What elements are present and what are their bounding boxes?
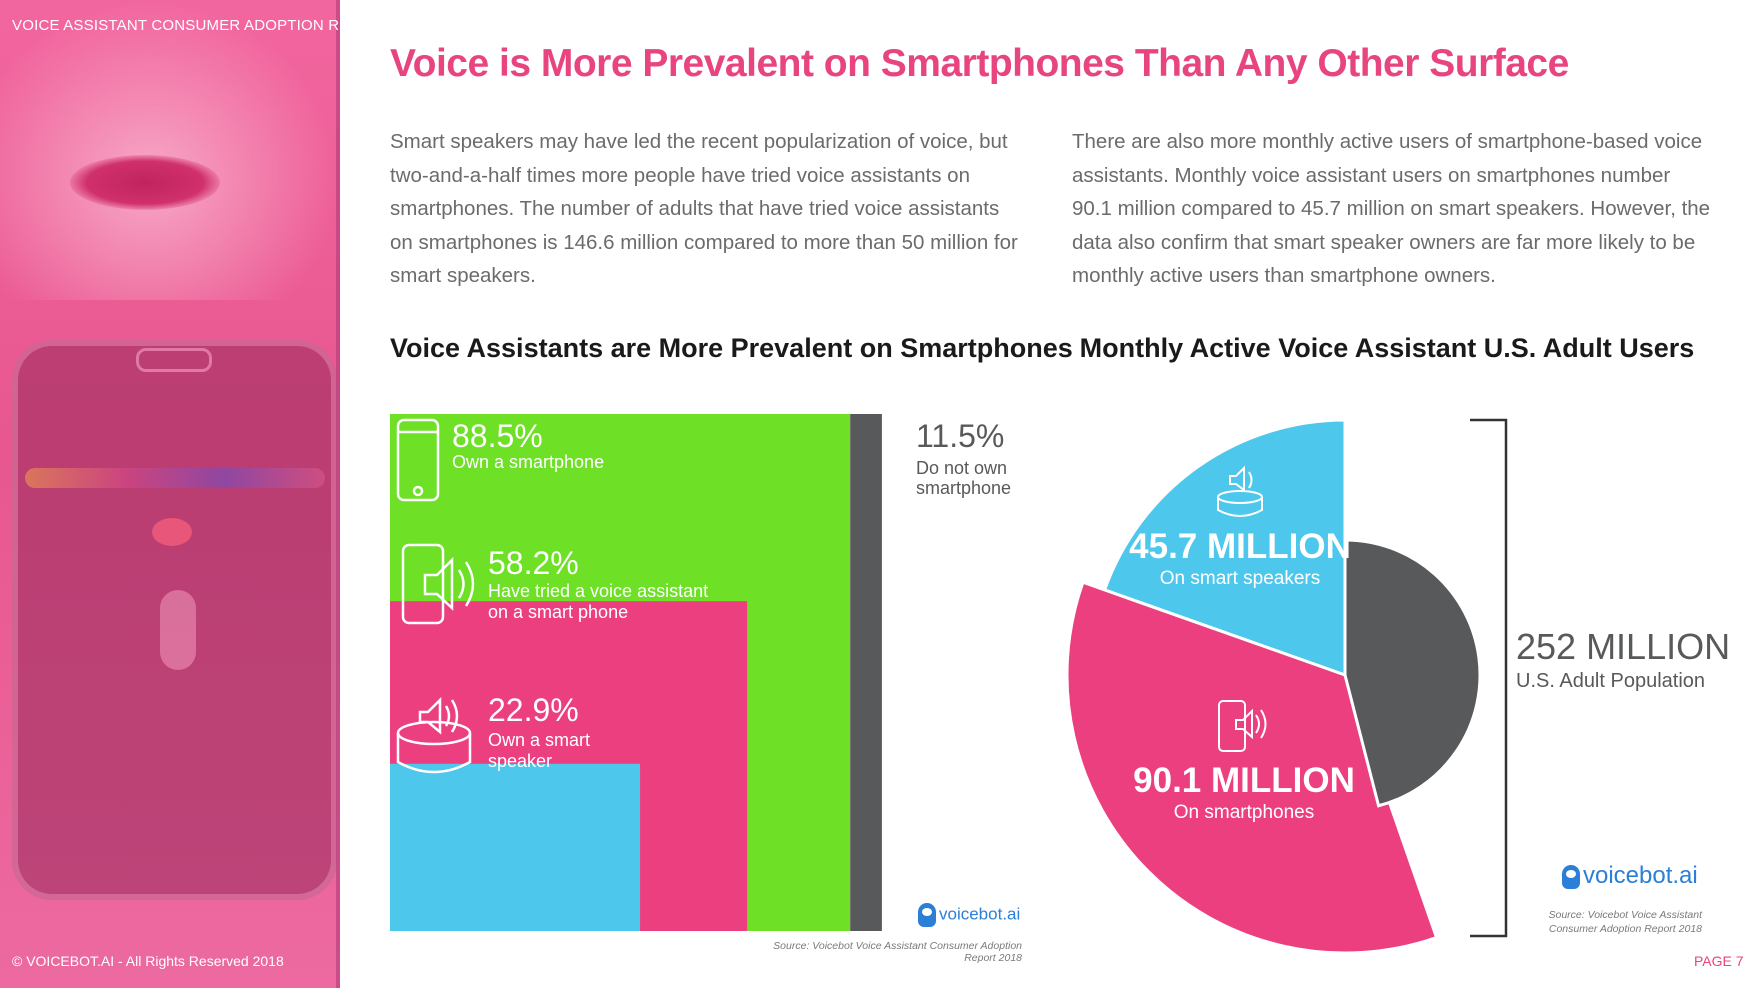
category-label-tried-voice: on a smart phone (488, 602, 628, 622)
bar-own-smart-speaker (390, 763, 641, 931)
smartphone-speaker-icon (1235, 708, 1253, 740)
voicebot-logo[interactable]: voicebot.ai (1562, 862, 1698, 890)
category-label-smart-speaker: speaker (488, 751, 552, 771)
value-label-own-smartphone: 88.5% (452, 418, 543, 454)
category-label-smart-speaker: Own a smart (488, 730, 590, 750)
smartphone-icon (412, 485, 424, 497)
voicebot-robot-icon (918, 903, 936, 927)
smartphone-speaker-icon (401, 543, 445, 625)
category-label-tried-voice: Have tried a voice assistant (488, 581, 708, 601)
smart-speaker-icon (396, 733, 472, 774)
value-label-smart-speaker: 22.9% (488, 692, 579, 728)
phone-speaker-photo (136, 348, 212, 372)
smartphone-speaker-icon (423, 556, 454, 611)
intro-paragraph-left: Smart speakers may have led the recent p… (390, 130, 1018, 287)
smartphone-icon (396, 418, 440, 502)
intro-paragraph-right: There are also more monthly active users… (1072, 130, 1711, 287)
slice-other-population (1343, 538, 1482, 808)
smart-speaker-icon (418, 696, 442, 735)
pie-label-smart-speakers: On smart speakers (1160, 568, 1321, 589)
category-label-no-smartphone: smartphone (916, 478, 1011, 498)
smartphone-speaker-icon (1255, 709, 1267, 739)
bar-no-smartphone (850, 414, 882, 931)
smart-speaker-icon (444, 699, 459, 733)
mic-glyph-photo (160, 590, 196, 670)
sidebar-edge (336, 0, 340, 988)
face-photo-highlight (0, 0, 340, 300)
value-label-tried-voice: 58.2% (488, 545, 579, 581)
chart2-source-line: Source: Voicebot Voice Assistant (1548, 909, 1703, 921)
pie-value-smart-speakers: 45.7 MILLION (1129, 527, 1351, 566)
pie-value-smartphones: 90.1 MILLION (1133, 761, 1355, 800)
slice-smart-speakers (1102, 418, 1347, 678)
total-population-label: U.S. Adult Population (1516, 670, 1705, 692)
sidebar-photo-panel (0, 0, 340, 988)
smart-speaker-icon (1248, 471, 1253, 489)
chart-title-prevalence: Voice Assistants are More Prevalent on S… (390, 333, 1073, 363)
report-label: VOICE ASSISTANT CONSUMER ADOPTION REPORT (12, 17, 392, 34)
page-number: PAGE 7 (1694, 953, 1744, 969)
voicebot-logo-text: voicebot.ai (1583, 862, 1698, 889)
voicebot-robot-icon (1562, 864, 1580, 889)
chart1-source: Source: Voicebot Voice Assistant Consume… (773, 940, 1022, 964)
copyright-text: © VOICEBOT.AI - All Rights Reserved 2018 (12, 953, 284, 969)
population-bracket (1470, 418, 1508, 938)
voicebot-logo-text: voicebot.ai (939, 904, 1021, 924)
smartphone-speaker-icon (1218, 700, 1246, 752)
chart2-source: Source: Voicebot Voice Assistant Consume… (1540, 908, 1703, 936)
value-label-no-smartphone: 11.5% (916, 418, 1004, 454)
record-dot-photo (152, 518, 192, 546)
page-title: Voice is More Prevalent on Smartphones T… (390, 42, 1569, 85)
pie-label-smartphones: On smartphones (1174, 802, 1314, 823)
phone-photo (12, 340, 337, 900)
category-label-own-smartphone: Own a smartphone (452, 452, 604, 472)
smart-speaker-icon (1229, 465, 1245, 492)
lips-photo (70, 155, 220, 210)
voicebot-logo[interactable]: voicebot.ai (918, 903, 1020, 927)
smart-speaker-icon (1217, 497, 1263, 517)
chart-title-monthly-users: Monthly Active Voice Assistant U.S. Adul… (1079, 333, 1695, 363)
chart2-source-line: Consumer Adoption Report 2018 (1548, 923, 1702, 935)
category-label-no-smartphone: Do not own (916, 458, 1007, 478)
smartphone-speaker-icon (457, 561, 475, 607)
total-population-value: 252 MILLION (1516, 626, 1730, 667)
voice-wave-photo (25, 468, 325, 488)
